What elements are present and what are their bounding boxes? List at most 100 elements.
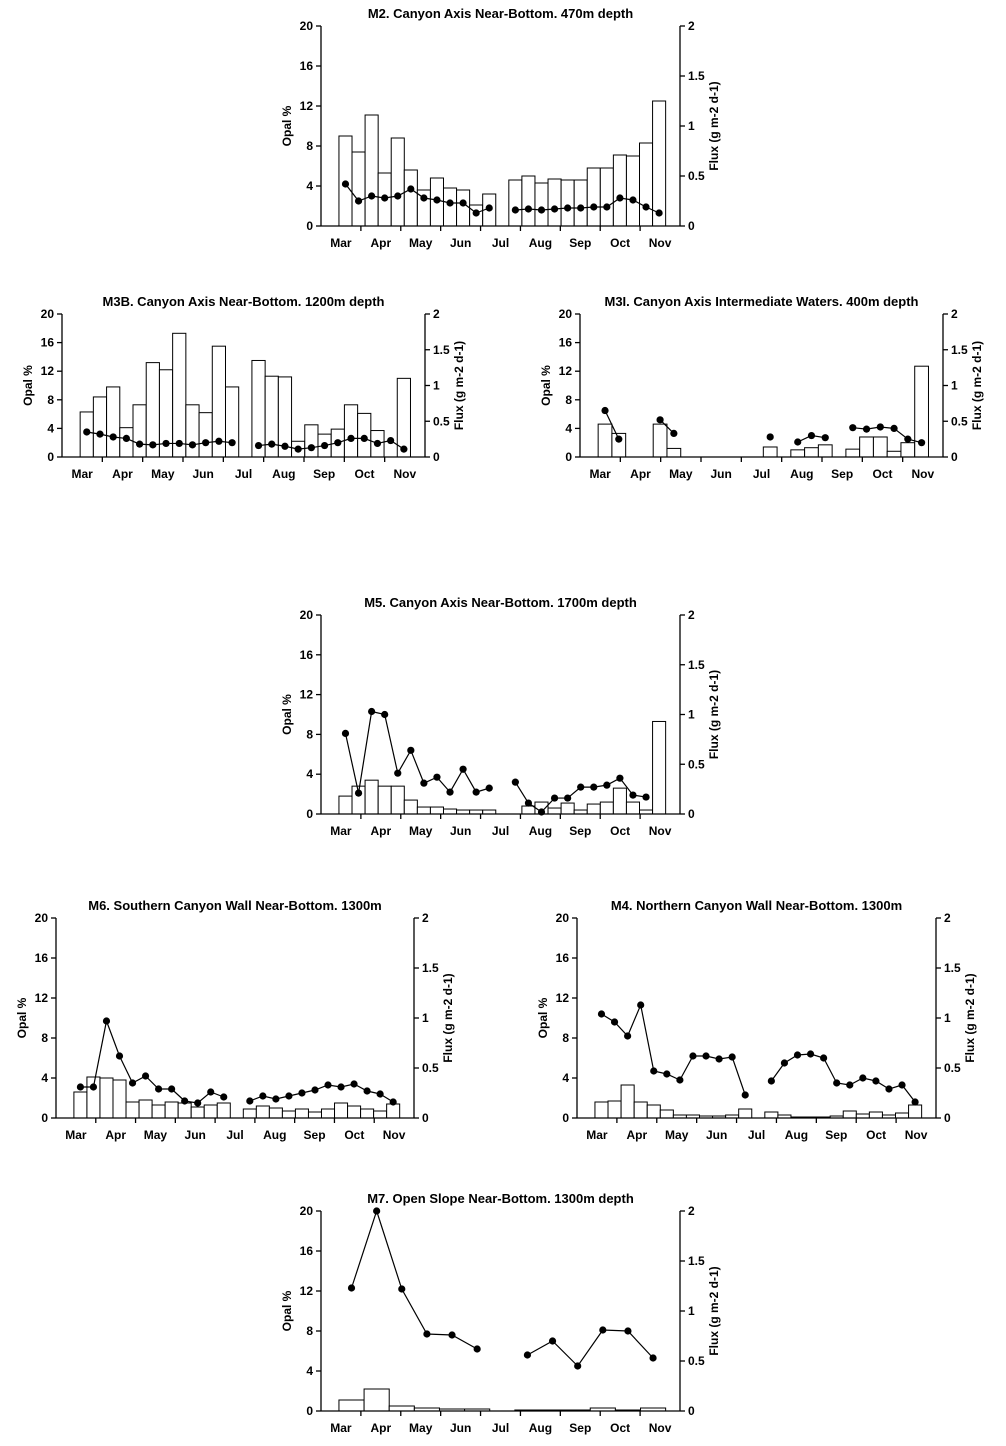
flux-point: [268, 440, 276, 448]
opal-bar: [790, 449, 806, 458]
flux-point: [821, 434, 829, 442]
left-tick-label: 4: [47, 421, 54, 435]
opal-bar: [652, 720, 667, 815]
month-label: Aug: [272, 467, 295, 481]
month-label: Aug: [529, 824, 552, 838]
opal-bar: [900, 442, 916, 458]
left-tick-label: 16: [556, 951, 570, 965]
opal-bar: [895, 1112, 910, 1119]
flux-point: [728, 1053, 736, 1061]
panel-3: M3I. Canyon Axis Intermediate Waters. 40…: [539, 294, 984, 481]
opal-bar: [99, 1077, 114, 1119]
flux-point: [523, 1351, 532, 1359]
left-tick-label: 12: [300, 1284, 314, 1298]
flux-point: [407, 185, 415, 193]
month-label: Jun: [450, 1421, 471, 1435]
month-label: Jun: [710, 467, 731, 481]
flux-point: [472, 788, 480, 796]
flux-point: [793, 1051, 802, 1059]
opal-bar: [373, 1110, 388, 1119]
flux-point: [702, 1052, 710, 1060]
right-tick-label: 1: [422, 1011, 429, 1025]
opal-bar: [652, 100, 667, 227]
month-label: May: [144, 1128, 168, 1142]
flux-point: [833, 1079, 841, 1087]
flux-point: [537, 206, 546, 214]
flux-point: [334, 439, 342, 447]
right-tick-label: 0.5: [688, 169, 705, 183]
month-label: Mar: [65, 1128, 87, 1142]
flux-point: [655, 209, 663, 217]
flux-line: [344, 710, 490, 794]
month-label: Nov: [649, 1421, 672, 1435]
month-label: Jul: [492, 1421, 509, 1435]
flux-point: [616, 774, 624, 782]
month-label: Sep: [569, 1421, 591, 1435]
month-label: Jul: [492, 824, 509, 838]
flux-point: [767, 1077, 775, 1085]
left-tick-label: 4: [565, 421, 572, 435]
flux-point: [389, 1098, 397, 1106]
month-label: Sep: [304, 1128, 326, 1142]
flux-point: [368, 707, 376, 716]
month-label: Jul: [226, 1128, 243, 1142]
flux-point: [448, 1331, 456, 1339]
chart-title: M4. Northern Canyon Wall Near-Bottom. 13…: [611, 898, 902, 913]
month-label: Jul: [492, 236, 509, 250]
flux-line: [527, 1329, 654, 1367]
y-axis-label: Opal %: [15, 997, 29, 1038]
opal-bar: [586, 167, 601, 227]
y2-axis-label: Flux (g m-2 d-1): [963, 973, 977, 1062]
left-tick-label: 12: [35, 991, 49, 1005]
opal-bar: [620, 1084, 635, 1119]
opal-bar: [633, 1101, 648, 1119]
opal-bar: [119, 427, 134, 458]
month-label: May: [409, 1421, 433, 1435]
flux-point: [911, 1098, 919, 1106]
left-tick-label: 4: [306, 1364, 313, 1378]
month-label: Oct: [866, 1128, 886, 1142]
opal-bar: [92, 396, 108, 458]
flux-point: [599, 1326, 607, 1334]
opal-bar: [73, 1091, 88, 1119]
opal-bar: [172, 332, 187, 458]
right-tick-label: 2: [688, 608, 695, 622]
left-tick-label: 0: [562, 1111, 569, 1125]
flux-point: [577, 204, 585, 212]
flux-point: [890, 424, 898, 432]
flux-point: [663, 1070, 671, 1078]
y2-axis-label: Flux (g m-2 d-1): [707, 1266, 721, 1355]
y-axis-label: Opal %: [21, 365, 35, 406]
flux-point: [181, 1097, 189, 1105]
month-label: Apr: [105, 1128, 126, 1142]
right-tick-label: 2: [944, 911, 951, 925]
left-tick-label: 0: [306, 219, 313, 233]
opal-bar: [281, 1110, 296, 1119]
right-tick-label: 2: [433, 307, 440, 321]
month-label: Mar: [586, 1128, 608, 1142]
flux-point: [872, 1077, 880, 1085]
flux-point: [590, 203, 598, 211]
flux-point: [155, 1085, 163, 1093]
opal-bar: [106, 386, 121, 458]
opal-bar: [547, 807, 562, 815]
y-axis-label: Opal %: [280, 105, 294, 146]
flux-point: [485, 204, 493, 212]
flux-point: [363, 1087, 371, 1095]
month-label: Jul: [748, 1128, 765, 1142]
flux-point: [642, 203, 650, 211]
month-label: Jun: [450, 236, 471, 250]
month-label: Jul: [235, 467, 252, 481]
right-tick-label: 2: [422, 911, 429, 925]
month-label: Oct: [354, 467, 374, 481]
right-tick-label: 1: [688, 708, 695, 722]
chart-title: M2. Canyon Axis Near-Bottom. 470m depth: [368, 6, 633, 21]
flux-point: [876, 423, 884, 431]
flux-point: [629, 791, 637, 799]
flux-point: [624, 1327, 632, 1335]
opal-bar: [612, 787, 627, 815]
right-tick-label: 1: [951, 379, 958, 393]
opal-bar: [738, 1108, 753, 1119]
opal-bar: [842, 1110, 857, 1119]
month-label: Sep: [569, 236, 591, 250]
